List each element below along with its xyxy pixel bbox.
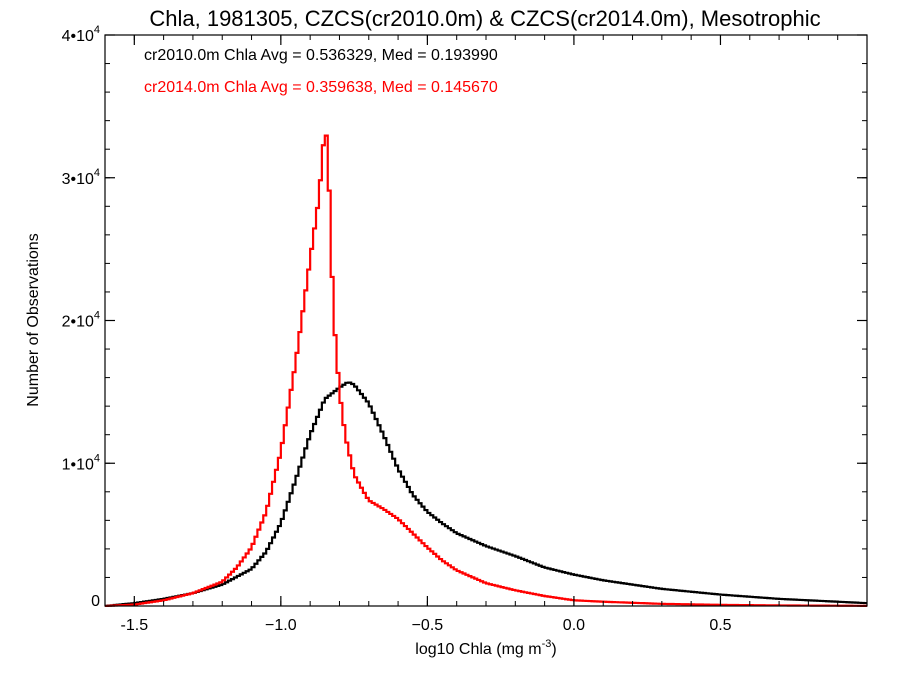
y-tick-label: 0 <box>91 593 100 610</box>
annotation-cr2014: cr2014.0m Chla Avg = 0.359638, Med = 0.1… <box>144 79 498 96</box>
y-axis-label: Number of Observations <box>25 233 42 406</box>
x-tick-label: −0.5 <box>412 617 444 634</box>
y-tick-label: 2•104 <box>62 310 100 331</box>
axis-ticks: -1.5 −1.0 −0.5 0.0 0.5 0 1•104 2•104 3•104 4•104 <box>62 24 868 634</box>
x-axis-label-sup: -3 <box>542 638 552 650</box>
plot-area <box>105 134 867 608</box>
y-tick-label: 1•104 <box>62 452 100 473</box>
x-tick-label: 0.5 <box>709 617 731 634</box>
y-tick-label: 4•104 <box>62 24 100 45</box>
x-axis-label: log10 Chla (mg m-3) <box>415 638 556 658</box>
x-tick-label: 0.0 <box>563 617 585 634</box>
x-axis-label-base: log10 Chla (mg m <box>415 641 541 658</box>
annotation-cr2010: cr2010.0m Chla Avg = 0.536329, Med = 0.1… <box>144 47 498 64</box>
histogram-series-cr2010 <box>105 381 867 607</box>
histogram-series-cr2014 <box>105 134 867 608</box>
x-tick-label: −1.0 <box>265 617 297 634</box>
chart-title: Chla, 1981305, CZCS(cr2010.0m) & CZCS(cr… <box>149 6 820 31</box>
y-tick-label: 3•104 <box>62 167 100 188</box>
plot-frame <box>104 34 868 607</box>
x-axis-label-tail: ) <box>551 641 556 658</box>
x-tick-label: -1.5 <box>121 617 149 634</box>
